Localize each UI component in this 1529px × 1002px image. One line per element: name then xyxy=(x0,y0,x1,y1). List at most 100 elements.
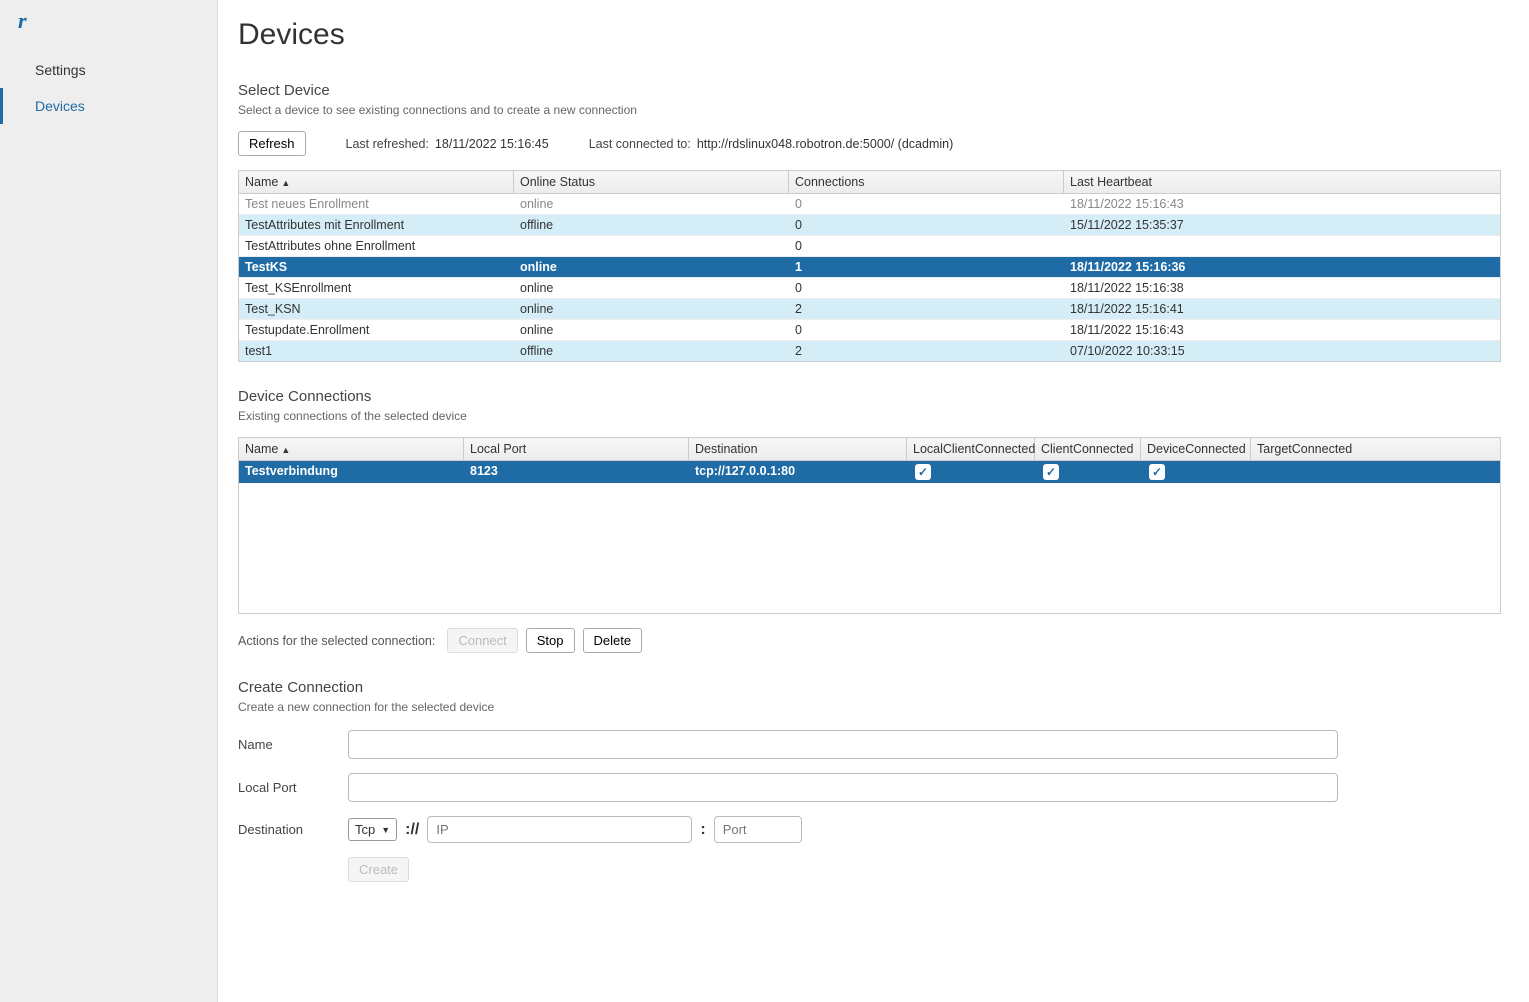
checkbox-checked-icon: ✓ xyxy=(915,464,931,480)
cell-status: online xyxy=(514,194,789,214)
cell-status: offline xyxy=(514,341,789,361)
colon-separator: : xyxy=(700,821,705,839)
delete-button[interactable]: Delete xyxy=(583,628,643,653)
col-heartbeat[interactable]: Last Heartbeat xyxy=(1064,171,1500,193)
last-connected-label: Last connected to: xyxy=(589,137,691,151)
cell-heartbeat: 18/11/2022 15:16:41 xyxy=(1064,299,1500,319)
scheme-separator: :// xyxy=(405,821,419,839)
col-conn-tc[interactable]: TargetConnected xyxy=(1251,438,1500,460)
cell-connections: 0 xyxy=(789,236,1064,256)
sidebar-item-devices[interactable]: Devices xyxy=(0,88,217,124)
cell-connections: 0 xyxy=(789,320,1064,340)
connections-empty-space xyxy=(239,483,1500,613)
sort-asc-icon: ▲ xyxy=(281,445,290,455)
cell-heartbeat: 18/11/2022 15:16:43 xyxy=(1064,320,1500,340)
cell-name: TestAttributes ohne Enrollment xyxy=(239,236,514,256)
cell-heartbeat: 07/10/2022 10:33:15 xyxy=(1064,341,1500,361)
devices-table-header: Name▲ Online Status Connections Last Hea… xyxy=(239,171,1500,194)
cell-name: test1 xyxy=(239,341,514,361)
protocol-select[interactable]: Tcp ▼ xyxy=(348,818,397,841)
cell-name: Test_KSN xyxy=(239,299,514,319)
cell-heartbeat: 15/11/2022 15:35:37 xyxy=(1064,215,1500,235)
checkbox-checked-icon: ✓ xyxy=(1149,464,1165,480)
create-connection-subtitle: Create a new connection for the selected… xyxy=(238,700,1501,714)
cell-name: Test_KSEnrollment xyxy=(239,278,514,298)
cell-heartbeat: 18/11/2022 15:16:43 xyxy=(1064,194,1500,214)
chevron-down-icon: ▼ xyxy=(381,825,390,835)
name-label: Name xyxy=(238,737,348,752)
create-button[interactable]: Create xyxy=(348,857,409,882)
col-conn-port[interactable]: Local Port xyxy=(464,438,689,460)
refresh-button[interactable]: Refresh xyxy=(238,131,306,156)
connections-table-header: Name▲ Local Port Destination LocalClient… xyxy=(239,438,1500,461)
cell-heartbeat: 18/11/2022 15:16:38 xyxy=(1064,278,1500,298)
cell-heartbeat xyxy=(1064,236,1500,256)
connections-table-body: Testverbindung8123tcp://127.0.0.1:80 ✓ ✓ ✓ xyxy=(239,461,1500,483)
table-row[interactable]: test1offline207/10/2022 10:33:15 xyxy=(239,341,1500,361)
last-connected: Last connected to: http://rdslinux048.ro… xyxy=(589,137,954,151)
cell-status: online xyxy=(514,320,789,340)
cell-conn-dc: ✓ xyxy=(1141,461,1251,483)
connect-button[interactable]: Connect xyxy=(447,628,517,653)
cell-status: online xyxy=(514,278,789,298)
table-row[interactable]: Testupdate.Enrollmentonline018/11/2022 1… xyxy=(239,320,1500,341)
cell-conn-tc xyxy=(1251,461,1500,483)
sort-asc-icon: ▲ xyxy=(281,178,290,188)
sidebar-item-settings[interactable]: Settings xyxy=(0,52,217,88)
name-input[interactable] xyxy=(348,730,1338,759)
cell-conn-dest: tcp://127.0.0.1:80 xyxy=(689,461,907,483)
stop-button[interactable]: Stop xyxy=(526,628,575,653)
cell-status: online xyxy=(514,299,789,319)
col-conn-dc[interactable]: DeviceConnected xyxy=(1141,438,1251,460)
col-connections[interactable]: Connections xyxy=(789,171,1064,193)
devices-table-body: Test neues Enrollmentonline018/11/2022 1… xyxy=(239,194,1500,361)
table-row[interactable]: Testverbindung8123tcp://127.0.0.1:80 ✓ ✓ ✓ xyxy=(239,461,1500,483)
last-refreshed-value: 18/11/2022 15:16:45 xyxy=(435,137,549,151)
port-input[interactable] xyxy=(714,816,802,843)
cell-status xyxy=(514,236,789,256)
localport-input[interactable] xyxy=(348,773,1338,802)
cell-name: TestKS xyxy=(239,257,514,277)
table-row[interactable]: Test_KSEnrollmentonline018/11/2022 15:16… xyxy=(239,278,1500,299)
table-row[interactable]: TestAttributes ohne Enrollment 0 xyxy=(239,236,1500,257)
col-conn-dest[interactable]: Destination xyxy=(689,438,907,460)
page-title: Devices xyxy=(238,18,1501,52)
cell-conn-lcc: ✓ xyxy=(907,461,1035,483)
cell-connections: 0 xyxy=(789,194,1064,214)
create-connection-form: Name Local Port Destination Tcp ▼ :// : … xyxy=(238,730,1501,882)
table-row[interactable]: TestAttributes mit Enrollmentoffline015/… xyxy=(239,215,1500,236)
col-conn-cc[interactable]: ClientConnected xyxy=(1035,438,1141,460)
cell-name: TestAttributes mit Enrollment xyxy=(239,215,514,235)
col-status[interactable]: Online Status xyxy=(514,171,789,193)
col-name[interactable]: Name▲ xyxy=(239,171,514,193)
ip-input[interactable] xyxy=(427,816,692,843)
cell-heartbeat: 18/11/2022 15:16:36 xyxy=(1064,257,1500,277)
destination-row: Tcp ▼ :// : xyxy=(348,816,802,843)
logo: r xyxy=(0,8,217,52)
devices-table: Name▲ Online Status Connections Last Hea… xyxy=(238,170,1501,362)
col-conn-lcc[interactable]: LocalClientConnected xyxy=(907,438,1035,460)
cell-connections: 0 xyxy=(789,215,1064,235)
cell-connections: 2 xyxy=(789,299,1064,319)
last-connected-value: http://rdslinux048.robotron.de:5000/ (dc… xyxy=(697,137,953,151)
connections-table: Name▲ Local Port Destination LocalClient… xyxy=(238,437,1501,614)
table-row[interactable]: TestKSonline118/11/2022 15:16:36 xyxy=(239,257,1500,278)
table-row[interactable]: Test neues Enrollmentonline018/11/2022 1… xyxy=(239,194,1500,215)
cell-connections: 2 xyxy=(789,341,1064,361)
checkbox-checked-icon: ✓ xyxy=(1043,464,1059,480)
last-refreshed-label: Last refreshed: xyxy=(346,137,429,151)
cell-conn-cc: ✓ xyxy=(1035,461,1141,483)
cell-conn-port: 8123 xyxy=(464,461,689,483)
cell-conn-name: Testverbindung xyxy=(239,461,464,483)
actions-label: Actions for the selected connection: xyxy=(238,634,435,648)
col-conn-name[interactable]: Name▲ xyxy=(239,438,464,460)
sidebar: r Settings Devices xyxy=(0,0,218,1002)
last-refreshed: Last refreshed: 18/11/2022 15:16:45 xyxy=(346,137,549,151)
table-row[interactable]: Test_KSNonline218/11/2022 15:16:41 xyxy=(239,299,1500,320)
localport-label: Local Port xyxy=(238,780,348,795)
cell-status: online xyxy=(514,257,789,277)
cell-status: offline xyxy=(514,215,789,235)
cell-connections: 0 xyxy=(789,278,1064,298)
sidebar-item-label: Settings xyxy=(35,62,86,78)
create-connection-title: Create Connection xyxy=(238,679,1501,696)
